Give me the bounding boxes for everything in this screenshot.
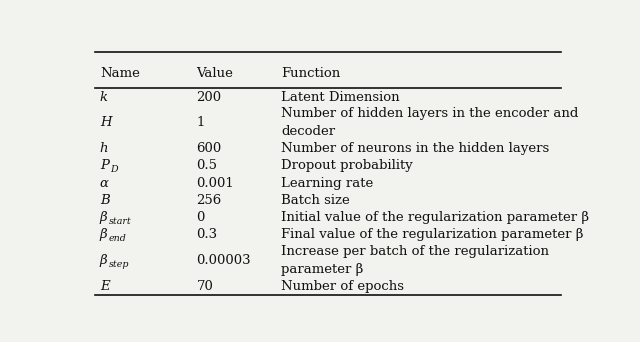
Text: 0: 0 (196, 211, 205, 224)
Text: end: end (108, 234, 126, 243)
Text: 0.001: 0.001 (196, 177, 234, 190)
Text: D: D (109, 165, 117, 174)
Text: decoder: decoder (281, 126, 335, 139)
Text: parameter β: parameter β (281, 263, 363, 276)
Text: 256: 256 (196, 194, 222, 207)
Text: Batch size: Batch size (281, 194, 349, 207)
Text: Dropout probability: Dropout probability (281, 159, 413, 172)
Text: Learning rate: Learning rate (281, 177, 373, 190)
Text: 600: 600 (196, 142, 222, 155)
Text: Increase per batch of the regularization: Increase per batch of the regularization (281, 245, 549, 258)
Text: Initial value of the regularization parameter β: Initial value of the regularization para… (281, 211, 589, 224)
Text: h: h (100, 142, 108, 155)
Text: β: β (100, 228, 108, 241)
Text: step: step (108, 260, 129, 269)
Text: Number of hidden layers in the encoder and: Number of hidden layers in the encoder a… (281, 107, 579, 120)
Text: α: α (100, 177, 109, 190)
Text: β: β (100, 254, 108, 267)
Text: Value: Value (196, 67, 234, 80)
Text: 70: 70 (196, 280, 213, 293)
Text: Function: Function (281, 67, 340, 80)
Text: P: P (100, 159, 109, 172)
Text: k: k (100, 91, 108, 104)
Text: 0.00003: 0.00003 (196, 254, 251, 267)
Text: Latent Dimension: Latent Dimension (281, 91, 399, 104)
Text: H: H (100, 116, 111, 129)
Text: E: E (100, 280, 109, 293)
Text: start: start (108, 216, 131, 226)
Text: 1: 1 (196, 116, 205, 129)
Text: Number of epochs: Number of epochs (281, 280, 404, 293)
Text: 200: 200 (196, 91, 221, 104)
Text: Number of neurons in the hidden layers: Number of neurons in the hidden layers (281, 142, 549, 155)
Text: 0.3: 0.3 (196, 228, 218, 241)
Text: β: β (100, 211, 108, 224)
Text: Final value of the regularization parameter β: Final value of the regularization parame… (281, 228, 583, 241)
Text: Name: Name (100, 67, 140, 80)
Text: 0.5: 0.5 (196, 159, 218, 172)
Text: B: B (100, 194, 109, 207)
